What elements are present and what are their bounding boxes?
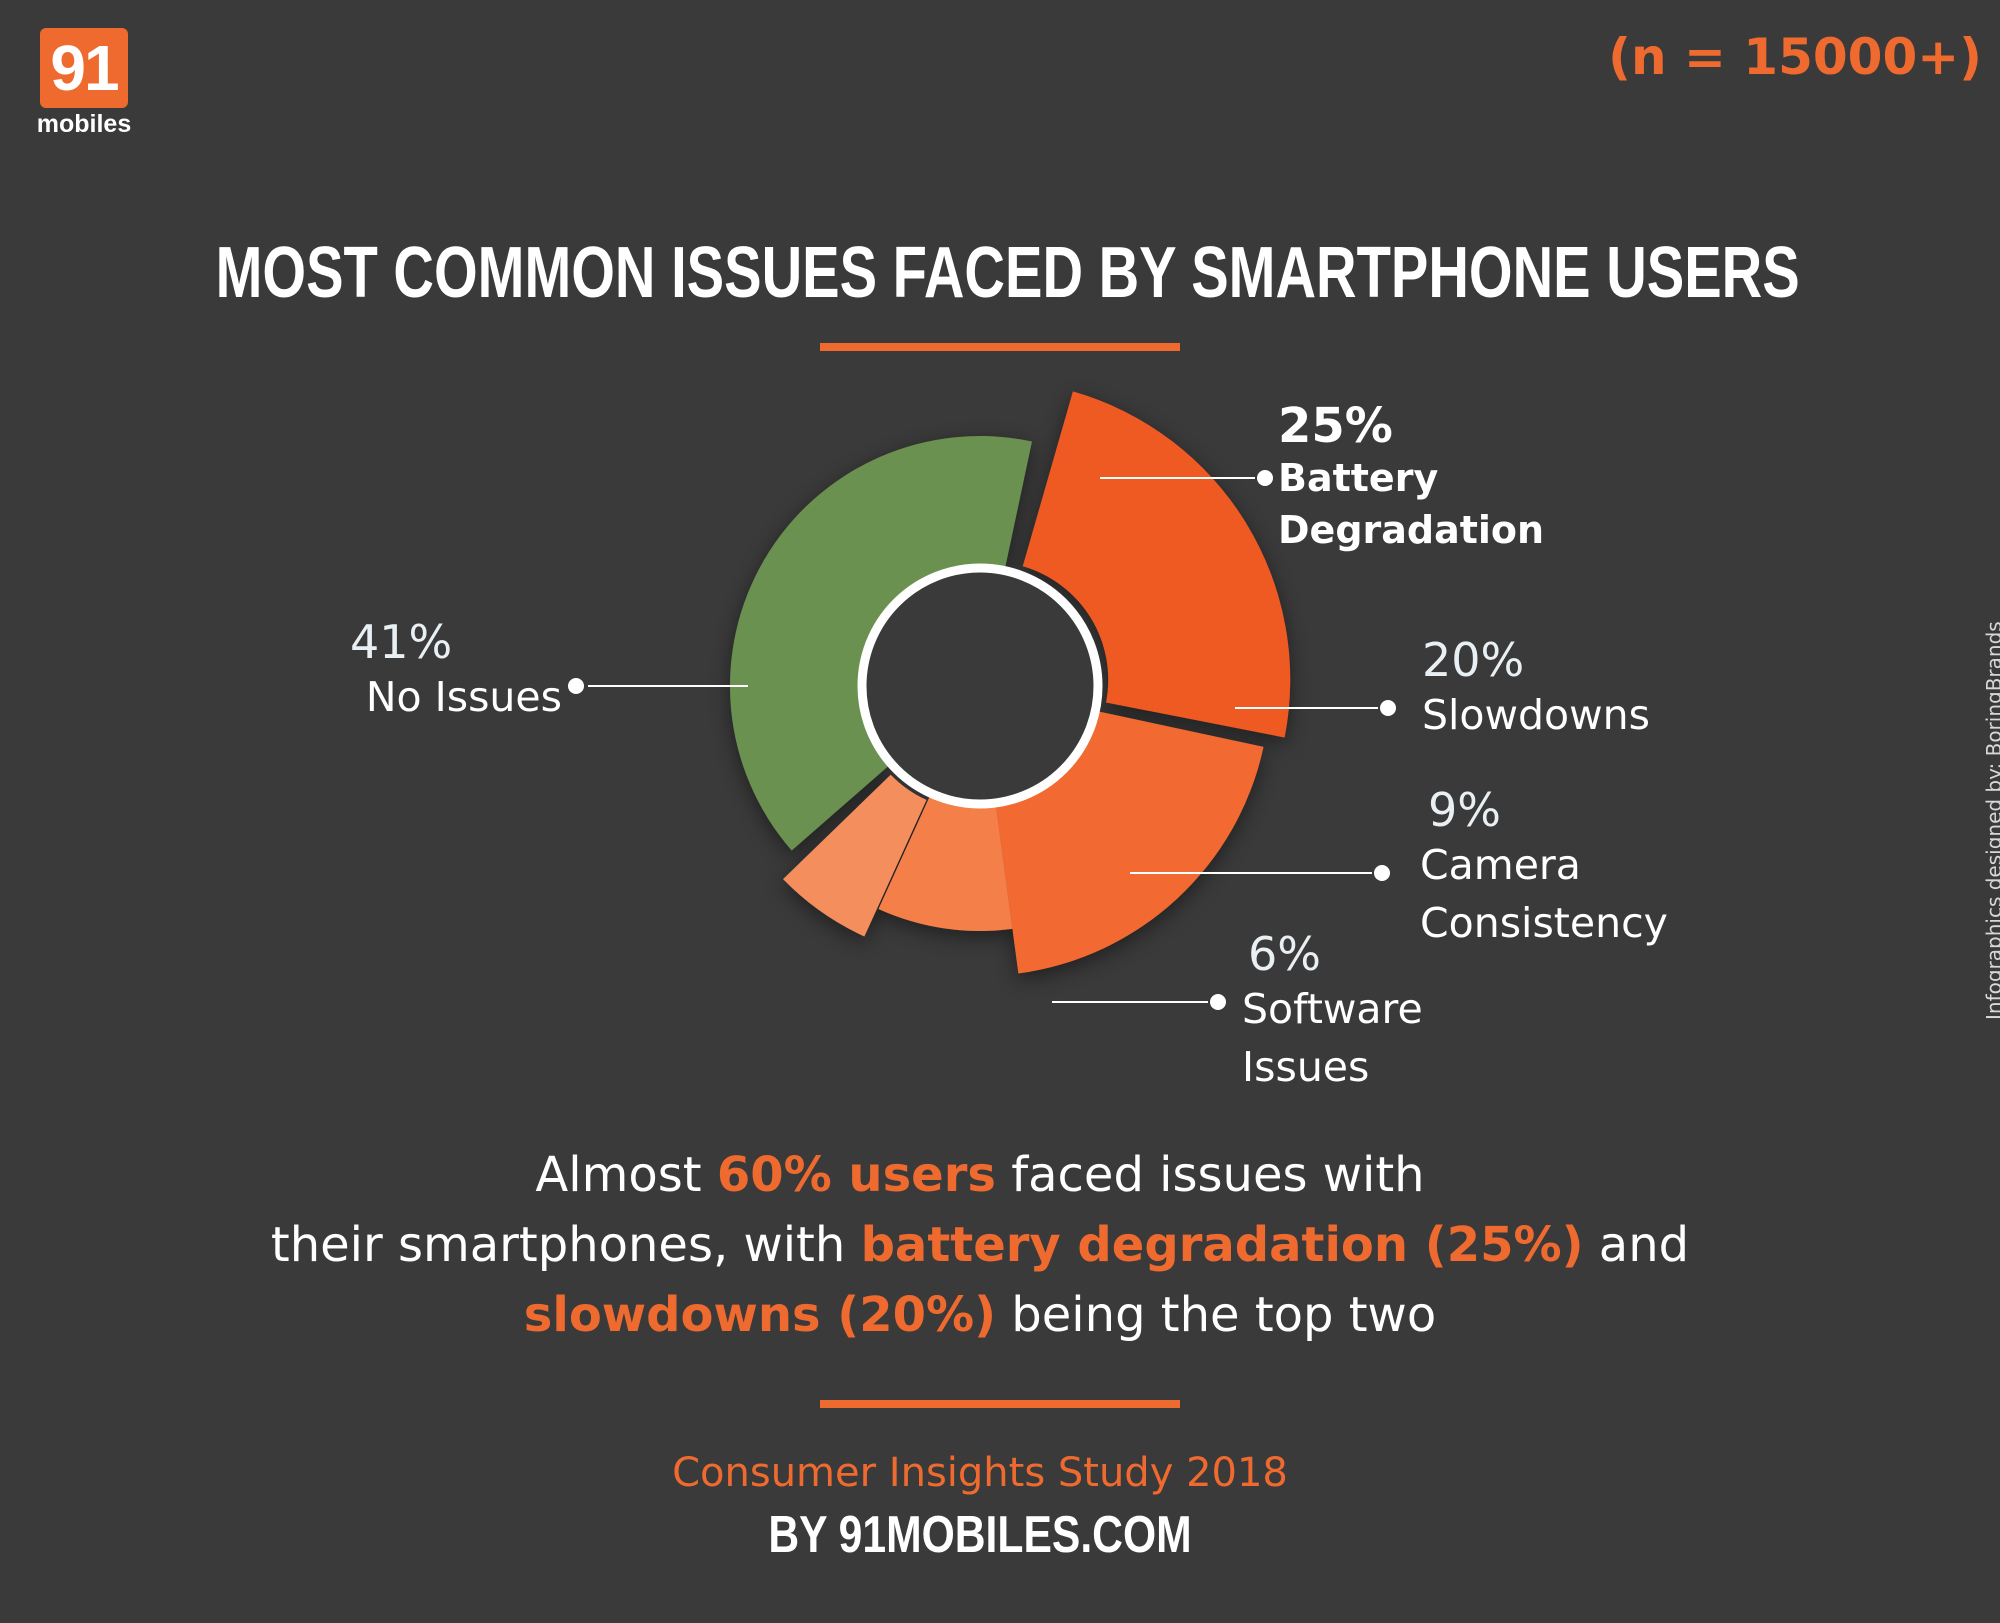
footer-divider bbox=[820, 1400, 1180, 1408]
camera-name-line2: Consistency bbox=[1420, 899, 1668, 947]
slice-no-issues bbox=[730, 435, 1032, 851]
slice-battery-degradation bbox=[1022, 391, 1291, 738]
software-percent: 6% bbox=[1248, 927, 1321, 981]
software-name-line2: Issues bbox=[1242, 1043, 1370, 1091]
donut-center-ring bbox=[857, 563, 1103, 809]
leader-dot-software-issues bbox=[1210, 994, 1226, 1010]
leader-dot-slowdowns bbox=[1380, 700, 1396, 716]
slowdowns-name: Slowdowns bbox=[1422, 691, 1651, 739]
leader-dot-camera-consistency bbox=[1374, 865, 1390, 881]
label-software: 6% Software Issues bbox=[1242, 928, 1423, 1096]
battery-name-line1: Battery bbox=[1278, 456, 1439, 500]
byline: BY 91MOBILES.COM bbox=[768, 1506, 1192, 1564]
logo-word: mobiles bbox=[36, 110, 132, 138]
sample-size: (n = 15000+) bbox=[1608, 28, 1982, 86]
summary-part-3: their smartphones, with bbox=[270, 1217, 861, 1273]
no-issues-percent: 41% bbox=[350, 615, 453, 669]
summary-line-1: Almost 60% users faced issues with bbox=[0, 1140, 1960, 1210]
camera-name-line1: Camera bbox=[1420, 841, 1581, 889]
label-camera: 9% Camera Consistency bbox=[1420, 784, 1668, 952]
brand-logo: 91 mobiles bbox=[34, 28, 134, 139]
battery-name-line2: Degradation bbox=[1278, 508, 1545, 552]
label-battery: 25% Battery Degradation bbox=[1278, 400, 1544, 556]
label-no-issues: 41% No Issues bbox=[340, 616, 562, 726]
software-name-line1: Software bbox=[1242, 985, 1423, 1033]
slowdowns-percent: 20% bbox=[1422, 633, 1525, 687]
summary-part-2: faced issues with bbox=[995, 1147, 1425, 1203]
label-slowdowns: 20% Slowdowns bbox=[1422, 634, 1650, 744]
summary-highlight-battery: battery degradation (25%) bbox=[860, 1217, 1584, 1273]
summary-part-1: Almost bbox=[535, 1147, 717, 1203]
slice-camera-consistency bbox=[878, 793, 1013, 931]
summary-highlight-slowdowns: slowdowns (20%) bbox=[523, 1287, 997, 1343]
leader-dot-battery-degradation bbox=[1257, 470, 1273, 486]
summary-line-3: slowdowns (20%) being the top two bbox=[0, 1280, 1960, 1350]
designer-credit: Infographics designed by: BoringBrands bbox=[1982, 621, 2000, 1020]
summary-part-4: and bbox=[1583, 1217, 1690, 1273]
summary-text: Almost 60% users faced issues with their… bbox=[0, 1140, 1960, 1350]
battery-percent: 25% bbox=[1278, 398, 1393, 454]
logo-number: 91 bbox=[40, 28, 128, 108]
summary-line-2: their smartphones, with battery degradat… bbox=[0, 1210, 1960, 1280]
summary-part-5: being the top two bbox=[996, 1287, 1437, 1343]
title-divider bbox=[820, 343, 1180, 351]
study-name: Consumer Insights Study 2018 bbox=[672, 1450, 1288, 1496]
chart-title: MOST COMMON ISSUES FACED BY SMARTPHONE U… bbox=[215, 233, 1800, 313]
slice-software-issues bbox=[783, 774, 927, 937]
summary-highlight-users: 60% users bbox=[716, 1147, 996, 1203]
camera-percent: 9% bbox=[1428, 783, 1501, 837]
no-issues-name: No Issues bbox=[365, 673, 562, 721]
leader-dot-no-issues bbox=[568, 678, 584, 694]
